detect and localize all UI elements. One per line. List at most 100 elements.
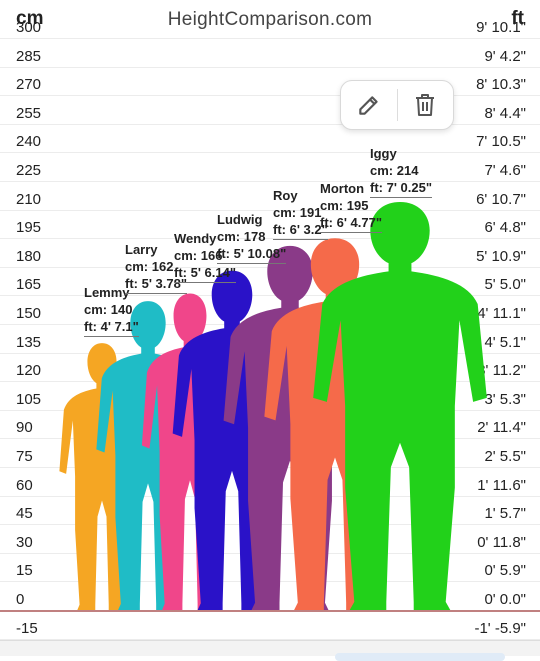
cm-unit-label: cm — [16, 8, 44, 29]
ft-tick-label: 7' 10.5" — [476, 133, 526, 151]
grid-line — [0, 181, 540, 182]
person-cm-text: cm: 191 — [273, 205, 322, 220]
person-silhouette-iggy[interactable] — [313, 201, 487, 610]
person-cm-text: cm: 162 — [125, 259, 174, 274]
person-name-text: Morton — [320, 181, 365, 196]
ft-tick-label: 1' 5.7" — [484, 505, 526, 523]
cm-tick-label: 210 — [16, 190, 42, 208]
edit-button[interactable] — [341, 81, 397, 129]
delete-button[interactable] — [397, 81, 453, 129]
ft-tick-label: 4' 5.1" — [484, 333, 526, 351]
grid-line — [0, 95, 540, 97]
person-name-text: Roy — [273, 188, 298, 203]
cm-tick-label: 180 — [16, 247, 42, 265]
person-label-ludwig: Ludwig cm: 178 ft: 5' 10.08" — [217, 211, 287, 264]
grid-line — [0, 638, 540, 640]
person-ft-text: ft: 6' 4.77" — [320, 215, 382, 230]
site-title: HeightComparison.com — [167, 9, 373, 30]
cm-tick-label: 105 — [16, 390, 42, 408]
ft-tick-label: 5' 5.0" — [484, 276, 526, 294]
person-cm-text: cm: 195 — [320, 198, 369, 213]
cm-tick-label: 60 — [16, 476, 33, 494]
person-ft-text: ft: 6' 3.2" — [273, 222, 328, 237]
ground-line — [0, 610, 540, 612]
grid-line — [0, 66, 540, 68]
cm-tick-label: 150 — [16, 305, 42, 322]
cm-tick-label: 195 — [16, 219, 42, 237]
label-underline — [273, 239, 328, 240]
ft-tick-label: -1' -5.9" — [474, 619, 526, 637]
ft-tick-label: 5' 10.9" — [476, 247, 526, 265]
bottom-action-pill[interactable] — [335, 653, 505, 661]
ft-tick-label: 6' 4.8" — [484, 219, 526, 237]
person-cm-text: cm: 166 — [174, 248, 223, 263]
person-name-text: Iggy — [370, 146, 397, 161]
person-name-text: Ludwig — [217, 212, 263, 227]
person-label-iggy: Iggy cm: 214 ft: 7' 0.25" — [370, 145, 432, 198]
ft-tick-label: 0' 0.0" — [484, 591, 526, 608]
person-name-text: Lemmy — [84, 285, 130, 300]
person-label-lemmy: Lemmy cm: 140 ft: 4' 7.1" — [84, 284, 139, 337]
ft-tick-label: 9' 10.1" — [476, 19, 526, 36]
person-ft-text: ft: 4' 7.1" — [84, 319, 139, 334]
ft-tick-label: 2' 11.4" — [477, 419, 526, 437]
label-underline — [370, 197, 432, 198]
cm-tick-label: 120 — [16, 362, 42, 380]
ft-tick-label: 6' 10.7" — [476, 190, 526, 208]
grid-line — [0, 238, 540, 240]
person-label-morton: Morton cm: 195 ft: 6' 4.77" — [320, 180, 382, 233]
bottom-bar — [0, 640, 540, 661]
cm-tick-label: -15 — [16, 619, 38, 637]
cm-tick-label: 75 — [16, 448, 33, 465]
person-ft-text: ft: 7' 0.25" — [370, 180, 432, 195]
figure-toolbar — [340, 80, 454, 130]
cm-tick-label: 255 — [16, 104, 42, 122]
grid-line — [0, 38, 540, 39]
person-cm-text: cm: 178 — [217, 229, 266, 244]
grid-line — [0, 295, 540, 297]
cm-tick-label: 15 — [16, 562, 33, 580]
cm-tick-label: 165 — [16, 276, 42, 294]
grid-line — [0, 123, 540, 125]
person-name-text: Wendy — [174, 231, 217, 246]
cm-tick-label: 225 — [16, 162, 42, 179]
label-underline — [84, 336, 139, 337]
person-cm-text: cm: 214 — [370, 163, 419, 178]
cm-tick-label: 240 — [16, 133, 42, 151]
person-name-text: Larry — [125, 242, 158, 257]
person-label-larry: Larry cm: 162 ft: 5' 3.78" — [125, 241, 187, 294]
label-underline — [320, 232, 382, 233]
cm-tick-label: 135 — [16, 333, 42, 351]
person-ft-text: ft: 5' 6.14" — [174, 265, 236, 280]
cm-tick-label: 45 — [16, 505, 33, 523]
label-underline — [174, 282, 236, 283]
person-ft-text: ft: 5' 3.78" — [125, 276, 187, 291]
ft-tick-label: 4' 11.1" — [477, 305, 526, 322]
person-label-wendy: Wendy cm: 166 ft: 5' 6.14" — [174, 230, 236, 283]
cm-tick-label: 270 — [16, 76, 42, 94]
cm-tick-label: 300 — [16, 19, 42, 36]
ft-tick-label: 2' 5.5" — [484, 448, 526, 465]
grid-line — [0, 152, 540, 154]
ft-tick-label: 8' 10.3" — [476, 76, 526, 94]
ft-tick-label: 0' 11.8" — [477, 533, 526, 551]
person-ft-text: ft: 5' 10.08" — [217, 246, 287, 261]
ft-tick-label: 0' 5.9" — [484, 562, 526, 580]
ft-tick-label: 7' 4.6" — [484, 162, 526, 179]
cm-tick-label: 0 — [16, 591, 25, 608]
label-underline — [125, 293, 187, 294]
ft-tick-label: 8' 4.4" — [484, 104, 526, 122]
ft-tick-label: 1' 11.6" — [477, 476, 526, 494]
toolbar-divider — [397, 89, 398, 121]
ft-unit-label: ft — [511, 8, 524, 29]
ft-tick-label: 9' 4.2" — [484, 47, 526, 65]
grid-line — [0, 209, 540, 211]
ft-tick-label: 3' 11.2" — [477, 362, 526, 380]
cm-tick-label: 90 — [16, 419, 33, 437]
person-label-roy: Roy cm: 191 ft: 6' 3.2" — [273, 187, 328, 240]
ft-tick-label: 3' 5.3" — [484, 390, 526, 408]
pencil-icon — [359, 96, 378, 115]
label-underline — [217, 263, 287, 264]
trash-icon — [416, 94, 434, 116]
